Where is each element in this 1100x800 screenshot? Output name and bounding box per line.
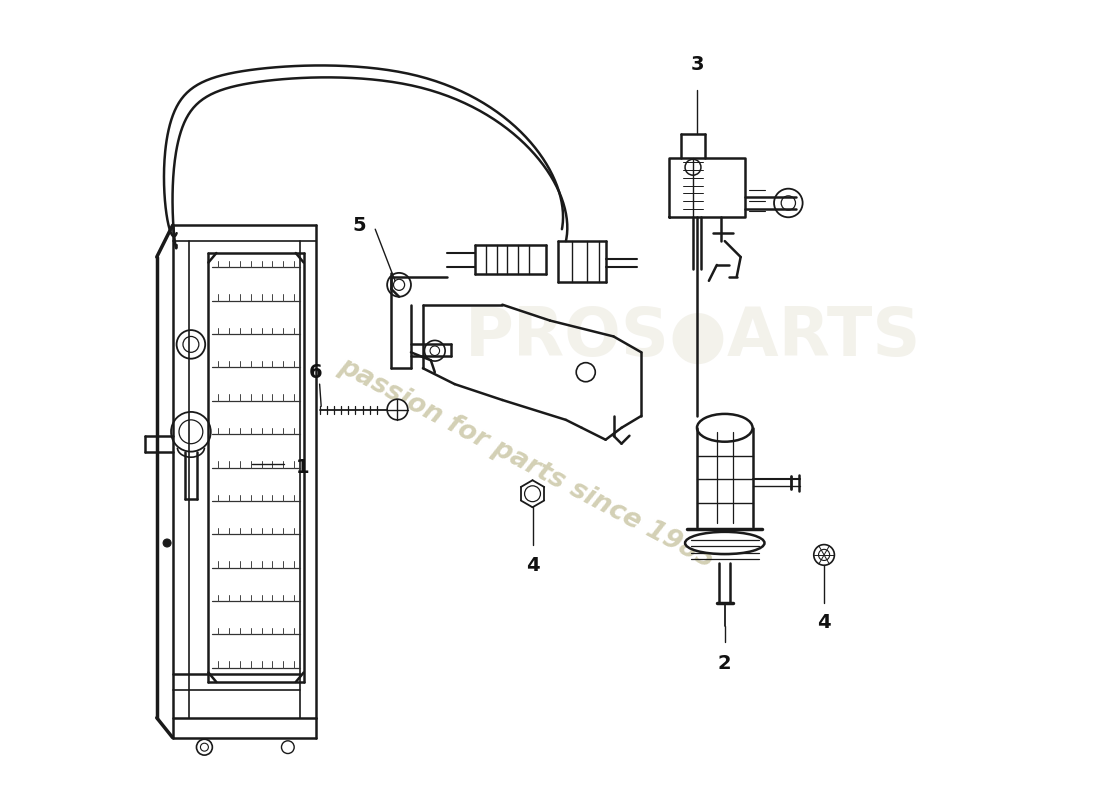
Circle shape [425, 341, 446, 361]
Circle shape [525, 486, 540, 502]
Ellipse shape [697, 414, 752, 442]
Text: 2: 2 [718, 654, 732, 674]
Text: 1: 1 [296, 458, 309, 477]
Circle shape [430, 346, 440, 355]
Circle shape [172, 412, 211, 452]
Circle shape [282, 741, 294, 754]
Circle shape [814, 545, 835, 566]
Text: 3: 3 [690, 55, 704, 74]
Circle shape [197, 739, 212, 755]
Text: 6: 6 [309, 362, 322, 382]
Circle shape [774, 189, 803, 218]
Circle shape [163, 539, 172, 547]
Text: PROS●ARTS: PROS●ARTS [465, 303, 921, 370]
Text: 4: 4 [817, 613, 830, 632]
Circle shape [394, 279, 405, 290]
Circle shape [200, 743, 208, 751]
Text: passion for parts since 1985: passion for parts since 1985 [334, 353, 718, 574]
Circle shape [387, 399, 408, 420]
Circle shape [818, 550, 829, 561]
Circle shape [685, 159, 701, 175]
Circle shape [177, 330, 206, 358]
Ellipse shape [685, 532, 764, 554]
Circle shape [576, 362, 595, 382]
Text: 5: 5 [352, 216, 366, 234]
Circle shape [387, 273, 411, 297]
Text: 4: 4 [526, 556, 539, 574]
Circle shape [183, 337, 199, 352]
Circle shape [781, 196, 795, 210]
Circle shape [179, 420, 202, 444]
